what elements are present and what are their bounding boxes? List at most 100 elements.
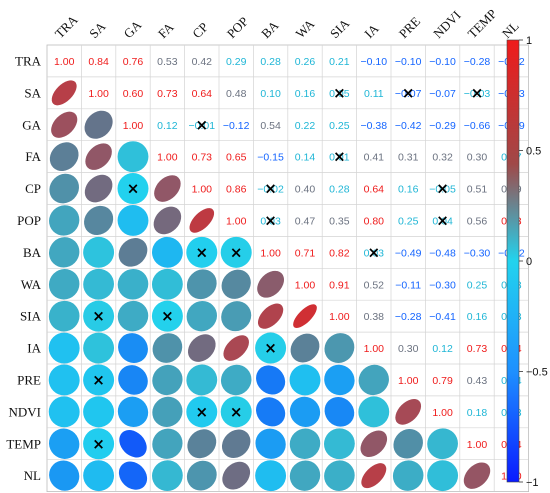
corr-value-fa-temp: 0.30 [467, 152, 488, 164]
corr-ellipse-ndvi-ga [117, 396, 149, 428]
row-label-sia: SIA [20, 309, 42, 324]
row-label-tra: TRA [15, 53, 42, 68]
corr-ellipse-wa-tra [48, 269, 80, 300]
corr-value-cp-ba: −0.02 [257, 184, 284, 196]
corr-value-pre-temp: 0.43 [467, 375, 488, 387]
corr-ellipse-sia-wa [293, 304, 317, 329]
corr-value-fa-ndvi: 0.32 [432, 152, 453, 164]
corr-ellipse-cp-ga [117, 173, 149, 205]
colorbar: 1 0.5 0 −0.5 −1 [506, 35, 548, 489]
corr-ellipse-sa-tra [51, 80, 77, 106]
column-label-cp: CP [189, 19, 211, 41]
corr-value-ga-sia: 0.25 [329, 120, 350, 132]
row-label-nl: NL [24, 468, 41, 483]
corr-ellipse-ba-sa [83, 236, 115, 268]
corr-ellipse-cp-tra [49, 173, 80, 204]
corr-ellipse-temp-pop [221, 429, 251, 458]
corr-value-sa-sa: 1.00 [88, 88, 109, 100]
corr-value-ia-pre: 0.30 [398, 343, 419, 355]
row-label-ba: BA [23, 245, 42, 260]
corr-ellipse-sia-ga [117, 300, 149, 332]
corr-value-ga-cp: −0.01 [189, 120, 216, 132]
corr-value-cp-temp: 0.51 [467, 184, 488, 196]
corr-value-pre-ndvi: 0.79 [432, 375, 453, 387]
column-label-ndvi: NDVI [430, 8, 464, 42]
corr-value-wa-sia: 0.91 [329, 279, 350, 291]
corr-ellipse-ba-ga [118, 238, 148, 267]
corr-value-ga-ga: 1.00 [123, 120, 144, 132]
corr-value-ga-ba: 0.54 [260, 120, 281, 132]
column-label-ga: GA [121, 17, 145, 41]
colorbar-ticks: 1 0.5 0 −0.5 −1 [519, 35, 548, 489]
corr-ellipse-ia-cp [187, 334, 216, 362]
corr-value-cp-ndvi: −0.05 [429, 184, 456, 196]
corr-ellipse-cp-fa [154, 175, 181, 202]
not-significant-marker: × [230, 403, 243, 421]
column-label-pre: PRE [396, 14, 424, 42]
column-label-nl: NL [499, 18, 522, 41]
corr-value-ia-ndvi: 0.12 [432, 343, 453, 355]
column-label-tra: TRA [52, 12, 81, 41]
corr-value-wa-pre: −0.11 [395, 279, 421, 291]
corr-ellipse-ndvi-cp [186, 396, 218, 428]
corr-ellipse-pre-wa [289, 364, 321, 396]
corr-ellipse-temp-ga [119, 430, 147, 458]
corr-ellipse-ndvi-sa [83, 396, 115, 428]
row-label-temp: TEMP [6, 436, 41, 451]
matrix-cells: 1.00 0.84 0.76 0.53 0.42 0.29 0.28 0.26 0.21 −0.1… [48, 56, 525, 492]
corr-value-sia-ndvi: −0.41 [429, 311, 456, 323]
corr-ellipse-temp-ndvi [427, 428, 458, 460]
corr-ellipse-sia-sa [83, 300, 115, 332]
corr-value-ba-temp: −0.30 [464, 247, 491, 259]
not-significant-marker: × [368, 243, 381, 261]
corr-ellipse-ia-tra [48, 332, 80, 364]
corr-ellipse-ba-cp [186, 236, 218, 268]
corr-ellipse-nl-pre [392, 460, 424, 491]
corr-ellipse-wa-ba [257, 270, 285, 298]
corr-ellipse-nl-ga [118, 461, 148, 490]
corr-value-ia-temp: 0.73 [467, 343, 488, 355]
corr-ellipse-ndvi-wa [289, 396, 321, 427]
corr-ellipse-temp-sa [83, 428, 115, 460]
corr-value-pre-pre: 1.00 [398, 375, 419, 387]
corr-value-fa-fa: 1.00 [157, 152, 178, 164]
corr-value-tra-fa: 0.53 [157, 56, 178, 68]
corr-value-cp-pre: 0.16 [398, 184, 419, 196]
corr-ellipse-temp-ba [255, 428, 286, 459]
corr-value-cp-cp: 1.00 [192, 184, 213, 196]
corr-value-ia-ia: 1.00 [364, 343, 385, 355]
corr-ellipse-wa-cp [186, 269, 217, 300]
corr-value-sia-pre: −0.28 [395, 311, 422, 323]
colorbar-tick-label: 0 [526, 256, 532, 268]
corr-ellipse-ia-sa [83, 332, 115, 364]
corr-ellipse-sia-cp [186, 300, 217, 332]
corr-value-ga-temp: −0.66 [464, 120, 491, 132]
corr-ellipse-pop-ga [117, 205, 149, 236]
corr-ellipse-ga-tra [51, 111, 78, 138]
corr-ellipse-temp-fa [152, 428, 183, 459]
corr-value-pop-ndvi: 0.04 [432, 215, 453, 227]
corr-ellipse-ndvi-pre [395, 398, 422, 425]
corr-ellipse-wa-fa [151, 268, 183, 300]
corr-value-pop-temp: 0.56 [467, 215, 488, 227]
corr-value-sa-temp: −0.03 [464, 88, 491, 100]
not-significant-marker: × [264, 180, 277, 198]
corr-ellipse-ndvi-ia [358, 396, 390, 428]
corr-ellipse-temp-wa [289, 428, 321, 460]
not-significant-marker: × [127, 180, 140, 198]
corr-value-ga-wa: 0.22 [295, 120, 316, 132]
colorbar-gradient [506, 39, 520, 483]
corr-value-cp-sia: 0.28 [329, 184, 350, 196]
corr-value-sia-temp: 0.16 [467, 311, 488, 323]
corr-value-ba-sia: 0.82 [329, 247, 350, 259]
corr-value-sia-ia: 0.38 [364, 311, 385, 323]
corr-ellipse-nl-cp [186, 460, 217, 491]
not-significant-marker: × [333, 148, 346, 166]
corr-ellipse-ba-fa [151, 236, 183, 268]
corr-value-temp-temp: 1.00 [467, 439, 488, 451]
row-label-ia: IA [27, 341, 41, 356]
corr-value-sia-sia: 1.00 [329, 311, 350, 323]
corr-value-pop-ia: 0.80 [364, 215, 385, 227]
column-label-ia: IA [361, 20, 382, 41]
corr-value-ba-wa: 0.71 [295, 247, 316, 259]
